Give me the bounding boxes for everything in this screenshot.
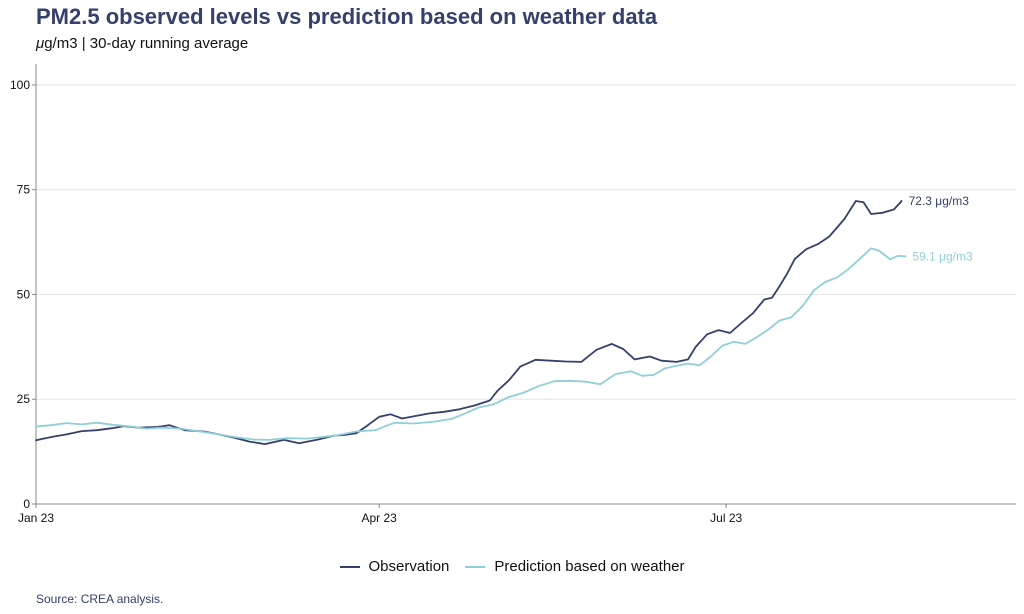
series-line-1 xyxy=(35,247,907,441)
series-line-0 xyxy=(35,200,903,445)
y-tick-label-25: 25 xyxy=(17,392,31,406)
chart-title: PM2.5 observed levels vs prediction base… xyxy=(36,4,658,29)
y-tick-label-0: 0 xyxy=(23,497,30,511)
y-tick-label-100: 100 xyxy=(10,78,30,92)
legend-item-prediction: Prediction based on weather xyxy=(465,558,685,575)
subtitle-mu: μ xyxy=(36,35,45,52)
y-tick-label-50: 50 xyxy=(17,287,31,301)
x-tick-label-2: Jul 23 xyxy=(710,511,742,525)
y-tick-label-75: 75 xyxy=(17,183,31,197)
legend-swatch-observation xyxy=(339,565,360,568)
end-label-1: 59.1 μg/m3 xyxy=(912,249,973,263)
axis-layer: 0 25 50 75 100 Jan 23 Apr 23 Jul 23 xyxy=(10,64,1016,525)
grid-layer xyxy=(36,84,1016,400)
end-label-layer: 72.3 μg/m3 59.1 μg/m3 xyxy=(909,194,973,263)
legend-label-prediction: Prediction based on weather xyxy=(494,558,685,575)
x-tick-label-1: Apr 23 xyxy=(362,511,398,525)
legend-item-observation: Observation xyxy=(339,558,450,575)
source-note: Source: CREA analysis. xyxy=(36,592,164,606)
legend-swatch-prediction xyxy=(465,565,486,568)
legend: Observation Prediction based on weather xyxy=(0,558,1024,575)
chart-subtitle: μg/m3 | 30-day running average xyxy=(36,35,248,52)
x-tick-label-0: Jan 23 xyxy=(18,511,54,525)
end-label-0: 72.3 μg/m3 xyxy=(909,194,970,208)
subtitle-text: g/m3 | 30-day running average xyxy=(44,35,249,52)
legend-label-observation: Observation xyxy=(368,558,450,575)
series-layer xyxy=(35,200,907,445)
